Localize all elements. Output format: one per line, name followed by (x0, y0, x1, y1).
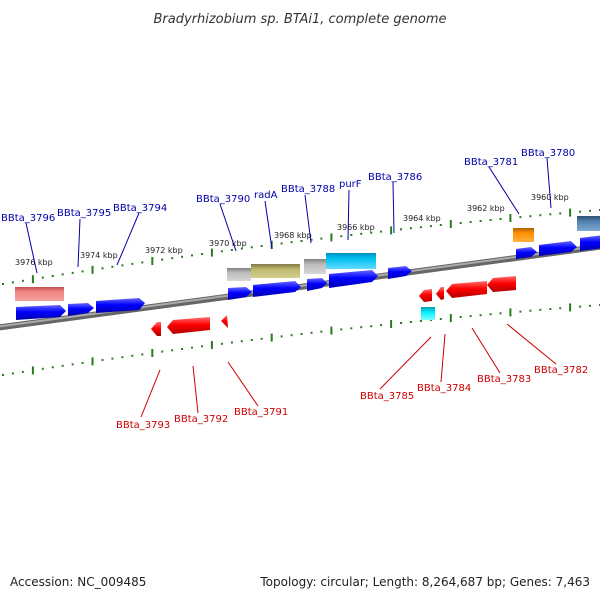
leader-line (546, 157, 552, 209)
gene-arrow-forward (228, 287, 252, 300)
leader-line (392, 181, 395, 234)
scale-tick-labels: 3976 kbp 3974 kbp 3972 kbp 3970 kbp 3968… (15, 193, 569, 267)
gene-arrow-forward (96, 298, 145, 313)
feature-pink (15, 287, 64, 301)
gene-label-bbta-3786[interactable]: BBta_3786 (368, 172, 422, 183)
reverse-gene-labels: BBta_3793 BBta_3792 BBta_3791 BBta_3785 … (116, 365, 588, 431)
gene-label-bbta-3785[interactable]: BBta_3785 (360, 391, 414, 402)
feature-gray-1 (227, 268, 251, 281)
leader-line (192, 365, 199, 414)
lower-scale (2, 303, 600, 376)
leader-line (347, 189, 350, 241)
gene-arrow-reverse (151, 322, 161, 336)
forward-gene-labels: BBta_3796 BBta_3795 BBta_3794 BBta_3790 … (1, 148, 575, 224)
gene-label-bbta-3783[interactable]: BBta_3783 (477, 374, 531, 385)
leader-line (440, 333, 446, 383)
gene-arrow-reverse (436, 287, 444, 300)
gene-label-bbta-3791[interactable]: BBta_3791 (234, 407, 288, 418)
gene-arrow-forward (516, 247, 537, 259)
gene-arrow-forward (68, 303, 94, 316)
leader-line (304, 194, 312, 244)
gene-arrow-reverse (167, 317, 210, 334)
feature-gray-2 (304, 259, 326, 274)
gene-label-purf[interactable]: purF (339, 179, 362, 190)
gene-label-bbta-3782[interactable]: BBta_3782 (534, 365, 588, 376)
tick-label-3974: 3974 kbp (80, 251, 118, 260)
feature-cyan (326, 253, 376, 269)
leader-line (77, 218, 81, 268)
gene-arrow-forward (307, 278, 327, 291)
gene-arrow-forward (580, 235, 600, 251)
gene-label-rada[interactable]: radA (254, 190, 278, 201)
genome-summary-text: Topology: circular; Length: 8,264,687 bp… (259, 575, 590, 589)
tick-label-3964: 3964 kbp (403, 214, 441, 223)
gene-label-bbta-3792[interactable]: BBta_3792 (174, 414, 228, 425)
accession-text: Accession: NC_009485 (10, 575, 146, 589)
leader-line (25, 222, 38, 274)
feature-tracks (15, 216, 600, 320)
tick-label-3970: 3970 kbp (209, 239, 247, 248)
leader-line (488, 166, 520, 215)
gene-arrow-forward (16, 305, 66, 320)
gene-label-bbta-3796[interactable]: BBta_3796 (1, 213, 55, 224)
feature-cyan-small (421, 307, 435, 320)
tick-label-3972: 3972 kbp (145, 246, 183, 255)
tick-label-3976: 3976 kbp (15, 258, 53, 267)
leader-line (264, 200, 273, 250)
reverse-genes (151, 276, 516, 336)
gene-label-bbta-3794[interactable]: BBta_3794 (113, 203, 167, 214)
feature-steel (577, 216, 600, 231)
feature-olive (251, 264, 300, 278)
leader-line (506, 323, 557, 365)
gene-arrow-reverse (221, 315, 228, 328)
forward-genes (16, 235, 600, 320)
gene-label-bbta-3795[interactable]: BBta_3795 (57, 208, 111, 219)
leader-line (116, 212, 140, 266)
gene-label-bbta-3780[interactable]: BBta_3780 (521, 148, 575, 159)
gene-label-bbta-3788[interactable]: BBta_3788 (281, 184, 335, 195)
gene-label-bbta-3781[interactable]: BBta_3781 (464, 157, 518, 168)
gene-arrow-forward (388, 266, 412, 279)
map-title: Bradyrhizobium sp. BTAi1, complete genom… (153, 12, 446, 27)
gene-label-bbta-3793[interactable]: BBta_3793 (116, 420, 170, 431)
gene-label-bbta-3790[interactable]: BBta_3790 (196, 194, 250, 205)
gene-arrow-reverse (446, 281, 487, 298)
gene-arrow-forward (539, 241, 577, 256)
gene-arrow-reverse (419, 289, 432, 302)
tick-label-3966: 3966 kbp (337, 223, 375, 232)
leader-line (140, 369, 161, 418)
feature-orange (513, 228, 534, 242)
gene-label-bbta-3784[interactable]: BBta_3784 (417, 383, 471, 394)
reverse-leader-lines (140, 323, 557, 418)
forward-leader-lines (25, 157, 552, 274)
gene-arrow-forward (329, 270, 378, 288)
gene-arrow-forward (253, 281, 301, 297)
tick-label-3962: 3962 kbp (467, 204, 505, 213)
leader-line (219, 203, 237, 252)
tick-label-3968: 3968 kbp (274, 231, 312, 240)
leader-line (227, 361, 259, 407)
upper-scale (2, 208, 600, 285)
leader-line (379, 336, 432, 390)
leader-line (471, 327, 501, 374)
gene-arrow-reverse (487, 276, 516, 292)
